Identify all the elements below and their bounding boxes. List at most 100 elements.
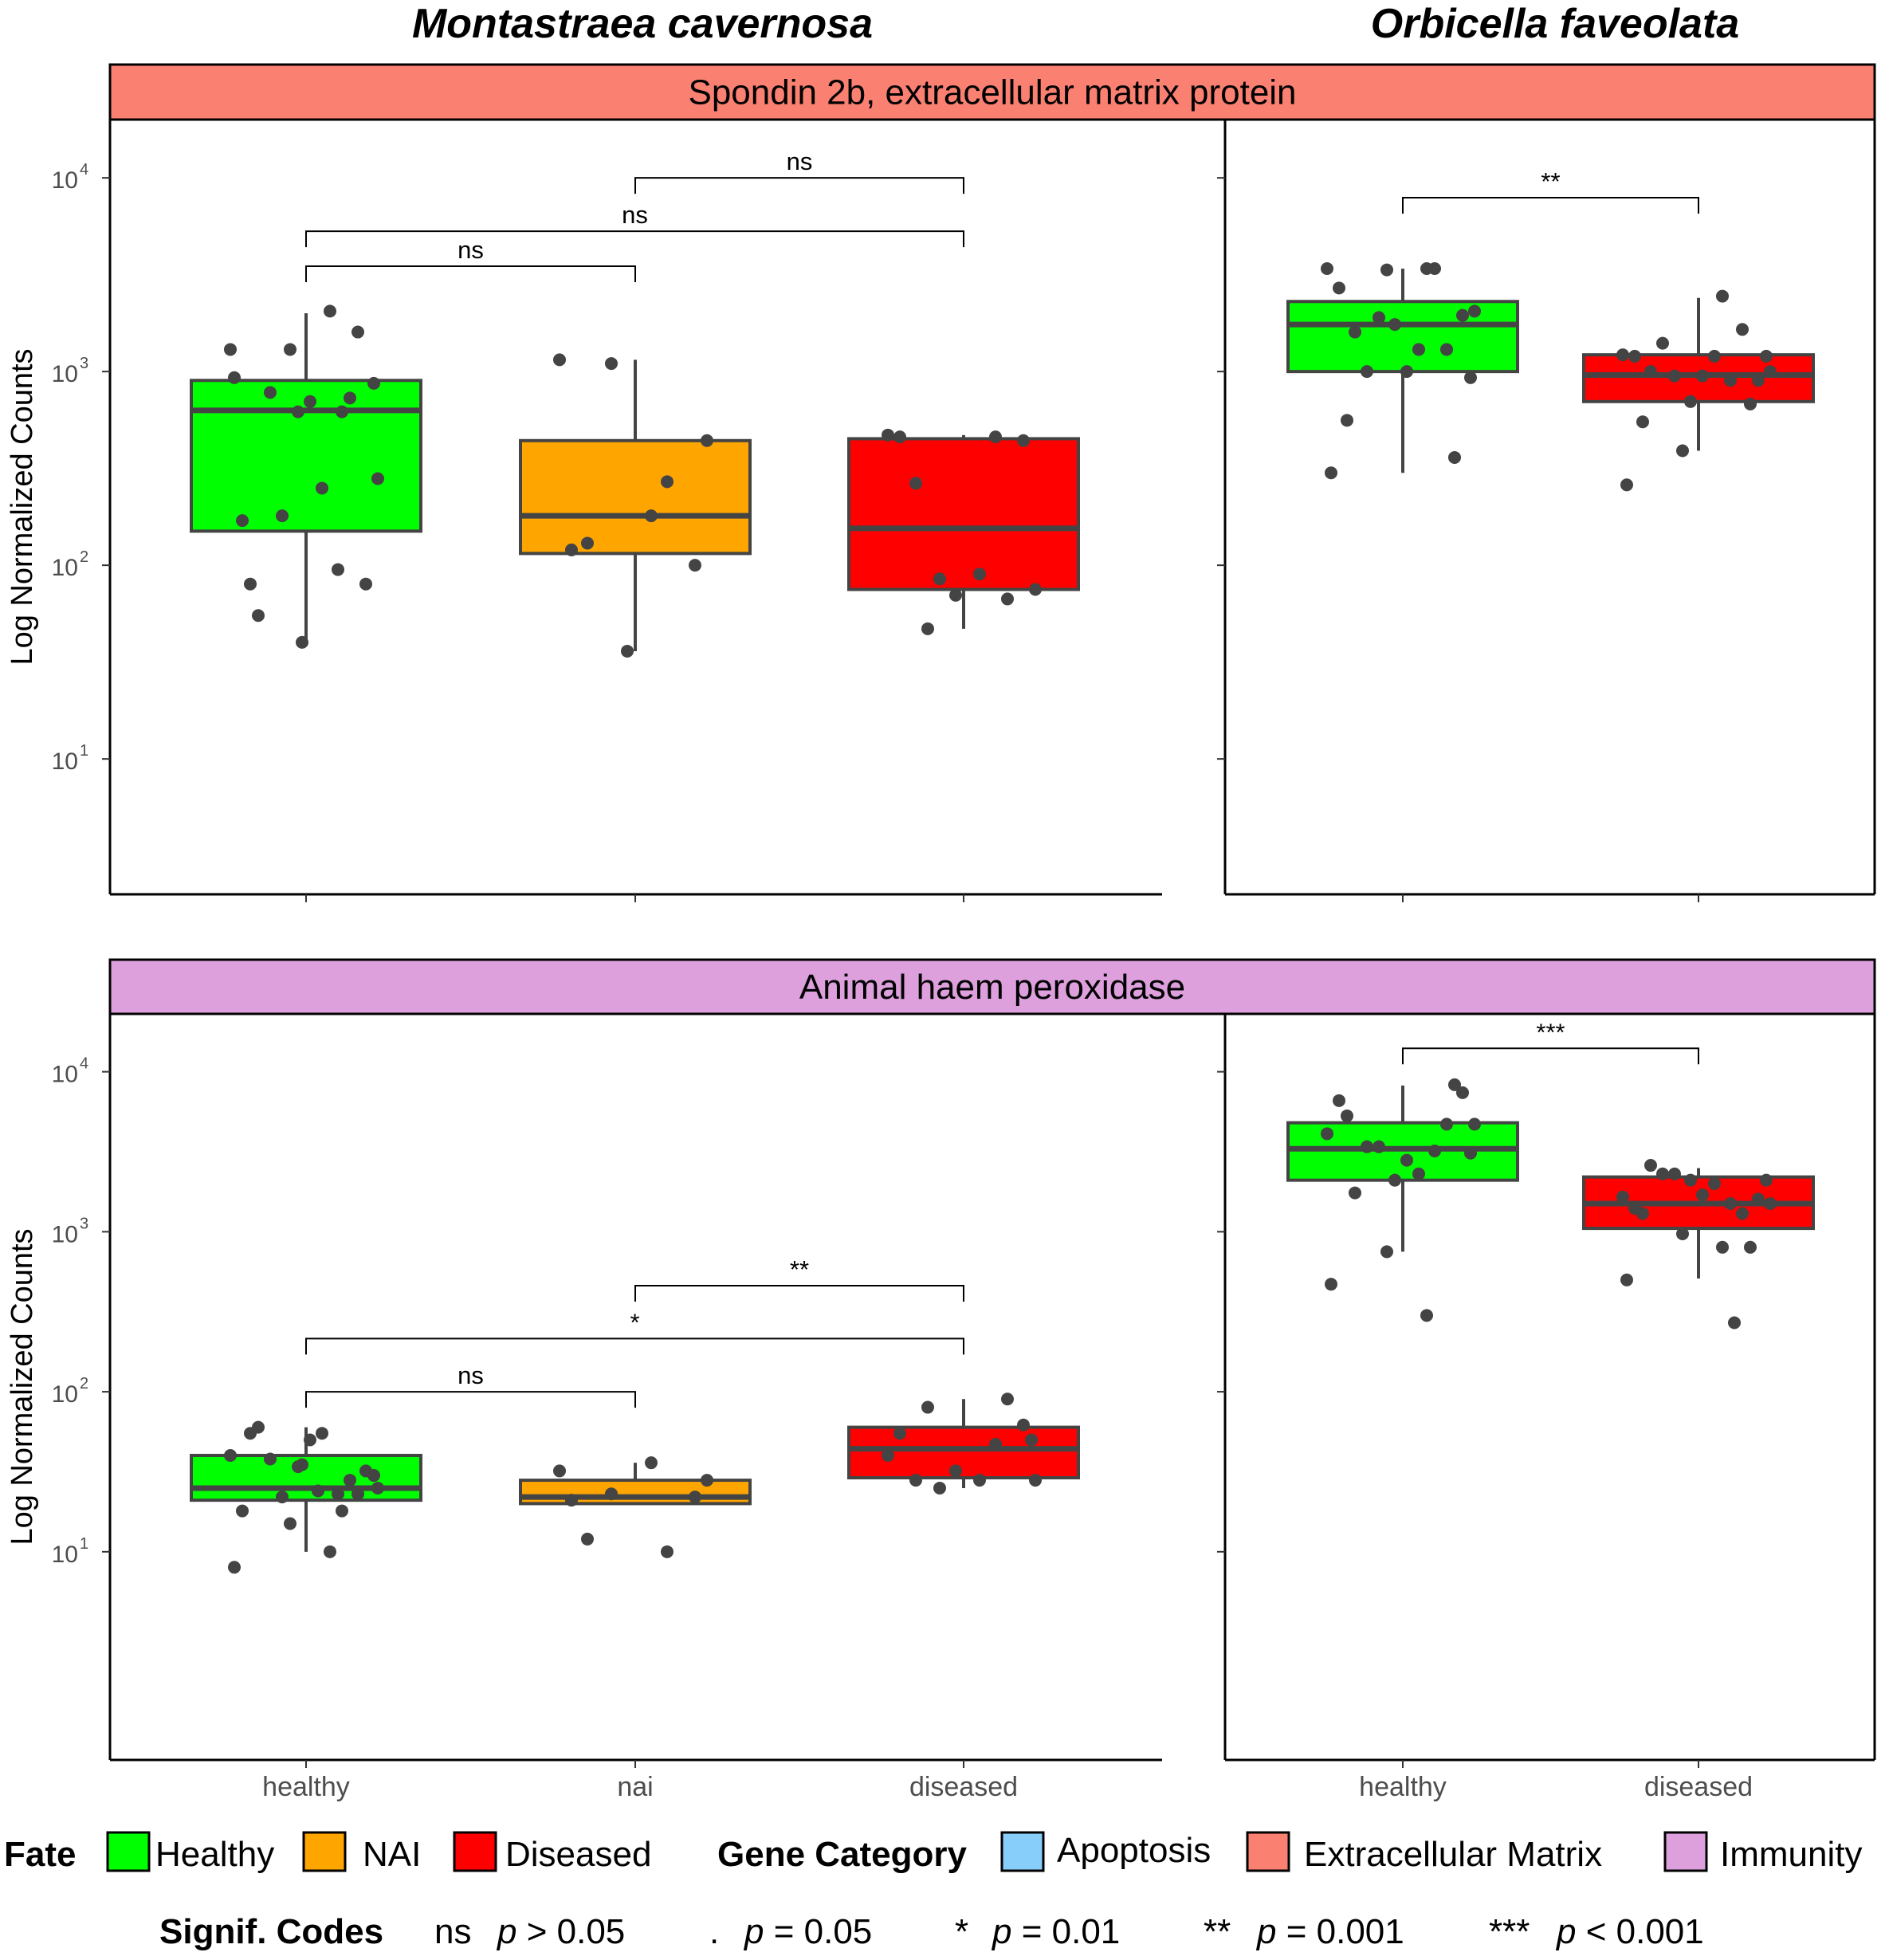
point-1-1-0-12 — [1400, 1153, 1413, 1167]
legend-swatch-diseased — [453, 1831, 497, 1872]
point-1-0-0-16 — [324, 1545, 336, 1558]
legend-label-immunity: Immunity — [1720, 1835, 1862, 1874]
point-1-1-1-0 — [1616, 1190, 1629, 1204]
point-1-0-0-12 — [304, 1433, 316, 1447]
point-0-1-1-6 — [1668, 369, 1681, 383]
point-0-1-1-0 — [1616, 348, 1629, 362]
y-tick-label-1-0: 10 — [52, 1542, 78, 1568]
point-0-1-1-5 — [1708, 349, 1721, 363]
point-1-0-1-2 — [565, 1494, 578, 1507]
y-tick-exp-1-1: 2 — [80, 1375, 88, 1392]
point-1-0-1-3 — [689, 1491, 701, 1504]
y-tick-exp-1-3: 4 — [80, 1055, 88, 1073]
panel-peroxidase: Animal haem peroxidase Log Normalized Cou… — [6, 958, 1876, 1768]
point-0-1-0-10 — [1361, 365, 1373, 379]
signif-p-3star: p — [1555, 1912, 1576, 1951]
x-tick-healthy-of: healthy — [1359, 1772, 1447, 1802]
signif-p-dot: p — [743, 1912, 764, 1951]
signif-codes-title: Signif. Codes — [159, 1912, 383, 1951]
point-1-1-1-16 — [1716, 1240, 1729, 1254]
point-0-0-2-5 — [973, 568, 986, 581]
point-1-1-0-3 — [1456, 1086, 1469, 1099]
strip-label-0: Spondin 2b, extracellular matrix protein — [688, 73, 1296, 112]
point-0-1-1-4 — [1644, 365, 1657, 379]
point-0-0-0-17 — [228, 371, 241, 384]
point-1-1-1-1 — [1724, 1197, 1737, 1211]
point-1-1-1-18 — [1728, 1316, 1741, 1330]
signif-value-ns: p > 0.05 — [496, 1912, 625, 1951]
point-1-0-0-5 — [316, 1427, 328, 1440]
point-0-1-1-16 — [1716, 289, 1729, 303]
point-0-1-1-2 — [1628, 349, 1641, 363]
point-0-1-0-13 — [1341, 414, 1353, 427]
signif-p-1star: p — [991, 1912, 1011, 1951]
point-0-1-1-15 — [1676, 444, 1689, 458]
point-1-1-0-16 — [1420, 1309, 1433, 1322]
point-0-1-1-11 — [1760, 349, 1773, 363]
y-axis-label-1: Log Normalized Counts — [6, 1228, 39, 1545]
signif-codes: Signif. Codes ns p > 0.05 . p = 0.05 * p… — [159, 1912, 1704, 1951]
signif-p-ns: p — [496, 1912, 516, 1951]
legend-swatch-healthy — [106, 1831, 151, 1872]
point-1-0-0-15 — [284, 1517, 296, 1530]
point-1-0-2-5 — [973, 1474, 986, 1487]
point-1-1-0-8 — [1388, 1173, 1401, 1187]
point-1-0-2-9 — [1001, 1392, 1014, 1406]
point-1-0-0-11 — [367, 1469, 380, 1483]
point-0-1-1-17 — [1620, 478, 1633, 492]
point-1-0-1-5 — [645, 1456, 658, 1470]
point-1-1-1-8 — [1684, 1173, 1697, 1187]
x-tick-diseased-of: diseased — [1644, 1772, 1753, 1802]
point-0-0-1-3 — [689, 559, 701, 572]
sig-bracket-1-0-2 — [634, 1285, 964, 1302]
point-0-0-2-3 — [1017, 434, 1030, 447]
point-1-0-2-0 — [882, 1448, 894, 1462]
point-0-0-2-7 — [1029, 583, 1042, 596]
point-1-1-1-10 — [1656, 1167, 1669, 1180]
point-0-0-0-18 — [336, 405, 348, 418]
y-tick-exp-1-2: 3 — [80, 1215, 88, 1232]
signif-rel-2star: = 0.001 — [1276, 1912, 1404, 1951]
point-1-0-2-11 — [1025, 1433, 1038, 1447]
point-1-1-0-0 — [1321, 1127, 1333, 1141]
legend-label-diseased: Diseased — [505, 1835, 651, 1874]
point-1-1-0-17 — [1325, 1278, 1337, 1291]
point-0-0-0-16 — [324, 304, 336, 318]
point-0-0-2-6 — [933, 572, 946, 586]
point-0-1-0-6 — [1373, 311, 1385, 324]
point-0-0-1-4 — [581, 536, 594, 550]
signif-symbol-1star: * — [955, 1912, 968, 1951]
signif-value-3star: p < 0.001 — [1555, 1912, 1704, 1951]
point-0-1-0-12 — [1400, 365, 1413, 379]
signif-rel-dot: = 0.05 — [764, 1912, 872, 1951]
point-1-1-0-14 — [1448, 1078, 1461, 1091]
legend-swatch-nai — [302, 1831, 347, 1872]
point-1-1-1-11 — [1760, 1173, 1773, 1187]
point-1-0-0-14 — [351, 1487, 364, 1501]
point-1-1-1-13 — [1636, 1207, 1649, 1220]
y-tick-exp-0-2: 3 — [80, 355, 88, 372]
point-0-0-0-19 — [296, 635, 308, 649]
point-1-0-1-0 — [553, 1464, 566, 1478]
point-1-0-0-1 — [332, 1487, 344, 1501]
legend-label-healthy: Healthy — [155, 1835, 274, 1874]
point-1-0-0-20 — [312, 1484, 324, 1498]
point-1-0-0-19 — [296, 1458, 308, 1471]
signif-rel-1star: = 0.01 — [1011, 1912, 1120, 1951]
point-1-1-1-6 — [1668, 1167, 1681, 1180]
point-1-1-1-15 — [1676, 1227, 1689, 1241]
signif-symbol-dot: . — [709, 1912, 719, 1951]
point-1-0-2-7 — [1029, 1474, 1042, 1487]
sig-label-0-0-2: ns — [787, 147, 813, 175]
legend-label-nai: NAI — [363, 1835, 421, 1874]
point-0-0-0-1 — [332, 563, 344, 576]
point-0-0-0-0 — [224, 343, 237, 356]
legend: Fate Healthy NAI Diseased Gene Category … — [4, 1831, 1862, 1874]
point-0-0-0-6 — [276, 509, 289, 523]
point-1-0-2-10 — [921, 1400, 934, 1414]
point-1-0-1-7 — [701, 1474, 713, 1487]
legend-swatch-immunity — [1663, 1831, 1708, 1872]
point-1-1-0-10 — [1361, 1140, 1373, 1153]
point-0-1-1-7 — [1764, 365, 1777, 379]
point-1-1-0-4 — [1349, 1186, 1361, 1200]
